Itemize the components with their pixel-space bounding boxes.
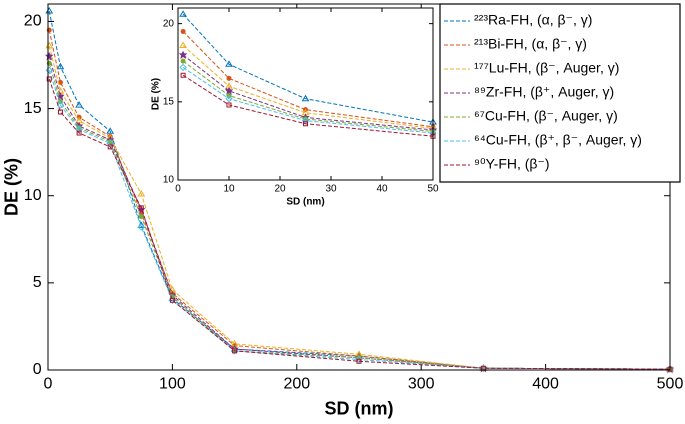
series-line	[182, 45, 434, 129]
x-tick-label: 500	[657, 376, 684, 393]
legend-label: ¹⁷⁷Lu-FH, (β⁻, Auger, γ)	[474, 60, 619, 76]
marker	[180, 58, 186, 64]
marker	[226, 75, 232, 81]
marker	[137, 189, 146, 197]
x-tick-label: 300	[408, 376, 435, 393]
y-tick-label: 20	[163, 18, 175, 29]
y-axis-label: DE (%)	[2, 158, 22, 216]
x-axis-label: SD (nm)	[286, 197, 324, 208]
series-line	[182, 67, 434, 134]
marker	[57, 109, 63, 115]
marker	[169, 297, 175, 303]
legend-label: ²¹³Bi-FH, (α, β⁻, γ)	[474, 36, 587, 52]
x-tick-label: 10	[223, 184, 235, 195]
legend-label: ⁸⁹Zr-FH, (β⁺, Auger, γ)	[474, 84, 614, 100]
y-tick-label: 15	[163, 96, 175, 107]
marker	[430, 133, 436, 139]
marker	[225, 60, 233, 67]
x-tick-label: 400	[532, 376, 559, 393]
marker	[107, 139, 113, 145]
marker	[356, 358, 362, 364]
marker	[137, 223, 146, 231]
series-line	[48, 70, 671, 370]
y-tick-label: 15	[24, 100, 42, 117]
marker	[355, 355, 363, 364]
legend-label: ²²³Ra-FH, (α, β⁻, γ)	[474, 12, 592, 28]
marker	[226, 102, 232, 108]
axes-frame	[177, 7, 434, 181]
marker	[137, 221, 146, 228]
x-tick-label: 0	[44, 376, 53, 393]
x-axis-label: SD (nm)	[325, 398, 394, 418]
y-tick-label: 10	[24, 187, 42, 204]
x-tick-label: 50	[427, 184, 439, 195]
marker	[76, 130, 82, 136]
y-tick-label: 5	[33, 274, 42, 291]
marker	[107, 144, 113, 150]
marker	[180, 72, 186, 78]
marker	[56, 101, 65, 109]
marker	[179, 63, 187, 72]
y-axis-label: DE (%)	[151, 78, 162, 110]
series-line	[182, 13, 434, 123]
series-group	[178, 10, 438, 139]
legend-label: ⁶⁷Cu-FH, (β⁻, Auger, γ)	[474, 108, 618, 124]
y-tick-label: 0	[33, 361, 42, 378]
marker	[138, 214, 144, 220]
y-tick-label: 20	[24, 13, 42, 30]
series-line	[182, 60, 434, 133]
x-tick-label: 0	[175, 184, 181, 195]
marker	[179, 41, 187, 49]
marker	[178, 50, 188, 60]
axes-frame	[47, 3, 671, 371]
plot-area	[178, 8, 433, 180]
marker	[75, 101, 83, 108]
marker	[180, 28, 186, 34]
series-line	[48, 78, 671, 370]
marker	[232, 348, 238, 354]
marker	[56, 62, 65, 70]
marker	[225, 94, 233, 103]
marker	[179, 10, 187, 17]
x-tick-label: 30	[325, 184, 337, 195]
x-tick-label: 20	[274, 184, 286, 195]
legend-label: ⁹⁰Y-FH, (β⁻)	[474, 156, 550, 172]
marker	[45, 66, 53, 74]
y-tick-label: 10	[163, 175, 175, 186]
series-line	[48, 10, 671, 370]
series-line	[182, 31, 434, 128]
series-line	[182, 54, 434, 131]
marker	[224, 86, 234, 96]
x-tick-label: 40	[376, 184, 388, 195]
series-line	[48, 45, 671, 370]
legend-box	[439, 3, 681, 183]
series-line	[182, 74, 434, 137]
x-tick-label: 100	[159, 376, 186, 393]
marker	[301, 94, 310, 102]
marker	[303, 121, 308, 127]
x-tick-label: 200	[283, 376, 310, 393]
legend-label: ⁶⁴Cu-FH, (β⁺, β⁻, Auger, γ)	[474, 132, 642, 148]
marker	[46, 76, 52, 82]
series-line	[48, 63, 671, 370]
marker	[138, 205, 144, 211]
marker	[106, 127, 115, 134]
